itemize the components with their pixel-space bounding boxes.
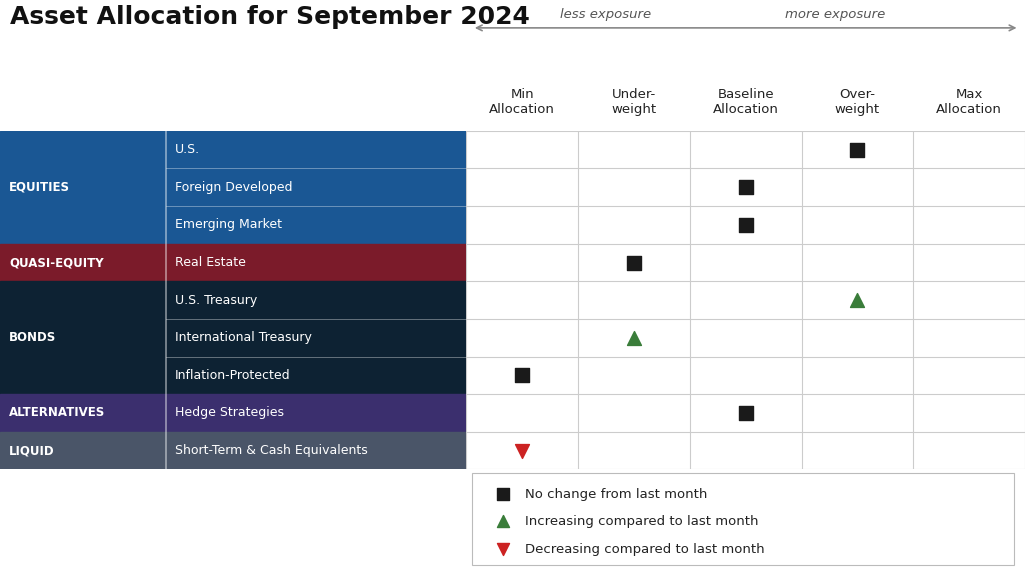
Bar [0,357,466,394]
Text: No change from last month: No change from last month [525,488,707,501]
Point [625,258,642,267]
Bar [0,319,466,357]
Text: International Treasury: International Treasury [175,331,312,344]
Text: Hedge Strategies: Hedge Strategies [175,406,284,419]
Bar [0,206,466,244]
Text: Min
Allocation: Min Allocation [489,88,556,116]
Bar [0,244,466,281]
Point [494,490,510,499]
Text: EQUITIES: EQUITIES [9,181,71,194]
Text: Foreign Developed: Foreign Developed [175,181,292,194]
Text: Increasing compared to last month: Increasing compared to last month [525,515,758,527]
Point [738,183,754,192]
Text: Under-
weight: Under- weight [611,88,657,116]
Text: Asset Allocation for September 2024: Asset Allocation for September 2024 [10,5,530,28]
Text: Short-Term & Cash Equivalents: Short-Term & Cash Equivalents [175,444,368,457]
Bar [0,281,466,319]
Text: Baseline
Allocation: Baseline Allocation [712,88,779,116]
Point [849,296,865,305]
Text: BONDS: BONDS [9,331,56,344]
Text: U.S. Treasury: U.S. Treasury [175,294,257,307]
Text: Real Estate: Real Estate [175,256,246,269]
Text: Over-
weight: Over- weight [834,88,880,116]
Text: less exposure: less exposure [561,8,652,21]
Point [494,517,510,526]
Text: Emerging Market: Emerging Market [175,218,282,232]
Bar [0,131,466,168]
Bar [0,394,466,432]
Text: more exposure: more exposure [785,8,886,21]
Text: QUASI-EQUITY: QUASI-EQUITY [9,256,104,269]
Point [738,409,754,418]
Bar [0,432,466,469]
Point [514,371,531,380]
Text: Decreasing compared to last month: Decreasing compared to last month [525,543,765,555]
Text: ALTERNATIVES: ALTERNATIVES [9,406,106,419]
Text: LIQUID: LIQUID [9,444,55,457]
Point [849,145,865,154]
Point [494,545,510,554]
FancyBboxPatch shape [472,473,1014,565]
Point [738,220,754,229]
Point [514,446,531,455]
Text: Max
Allocation: Max Allocation [936,88,1002,116]
Point [625,333,642,343]
Bar [0,168,466,206]
Text: Inflation-Protected: Inflation-Protected [175,369,290,382]
Text: U.S.: U.S. [175,143,200,156]
